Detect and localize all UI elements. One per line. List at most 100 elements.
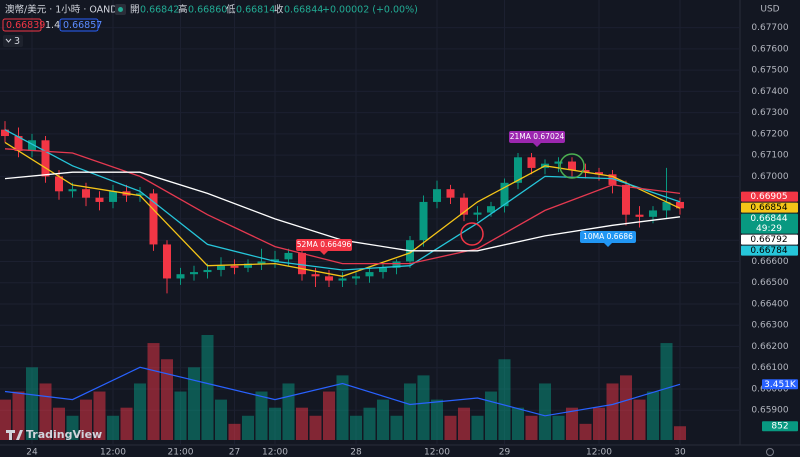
candle-body [487, 206, 495, 213]
status-dot [118, 7, 123, 12]
candle-body [622, 184, 630, 215]
candle-body [379, 267, 387, 273]
candle-body [460, 197, 468, 215]
volume-bar [336, 375, 349, 440]
y-tick-label: 0.66100 [751, 363, 788, 373]
candle-body [568, 161, 576, 171]
price-badge [741, 234, 798, 245]
candle-body [298, 252, 306, 275]
currency[interactable]: USD [760, 5, 779, 15]
candle-body [311, 274, 320, 277]
candle-body [28, 140, 36, 151]
candle-body [514, 157, 522, 183]
candle-body [1, 129, 9, 137]
candle-body [190, 272, 198, 275]
y-tick-label: 0.65900 [751, 406, 788, 416]
ma-annotation[interactable]: 52MA 0.66496 [296, 239, 352, 255]
volume-bar [458, 407, 470, 440]
volume-bar [444, 415, 457, 440]
volume-bar [674, 426, 686, 440]
logo[interactable]: TradingView [6, 428, 102, 441]
ma-annotation[interactable]: 10MA 0.6686 [580, 231, 636, 247]
volume-badge [762, 379, 798, 390]
volume-bar [0, 399, 11, 440]
ma-line [4, 148, 681, 265]
ma-annotation[interactable]: 21MA 0.67024 [509, 131, 565, 147]
ask: 0.66857 [63, 20, 102, 31]
y-tick-label: 0.67300 [751, 108, 788, 118]
spread: 1.4 [45, 20, 60, 31]
candle-body [662, 201, 671, 211]
volume-bar [309, 415, 322, 440]
volume-bar [120, 407, 133, 440]
price-badge-label: 0.66905 [750, 192, 787, 202]
volume-bar [66, 415, 79, 440]
candle-body [325, 276, 333, 281]
price-badge [741, 191, 798, 202]
volume-bar [147, 343, 160, 440]
y-tick-label: 0.66200 [751, 342, 788, 352]
annotation-text: 10MA 0.6686 [583, 232, 633, 241]
symbol[interactable]: 澳幣/美元 · 1小時 · OANDA [5, 4, 124, 16]
volume-bar [512, 407, 524, 440]
price-badge [741, 245, 798, 256]
volume-bar [228, 423, 241, 440]
volume-bar [633, 399, 646, 440]
x-tick-label: 29 [499, 448, 511, 457]
x-tick-label: 28 [350, 448, 362, 457]
price-badge-label: 0.66844 [750, 214, 787, 224]
volume-bar [255, 391, 268, 440]
price-badge [741, 202, 798, 213]
price-badge [741, 213, 798, 234]
candle-body [446, 189, 455, 198]
candle-body [95, 197, 104, 202]
candle-body [635, 214, 644, 217]
x-tick-label: 12:00 [424, 448, 450, 457]
candle-body [68, 189, 77, 192]
candle-body [676, 201, 684, 209]
volume-bar [377, 399, 389, 440]
volume-bar [26, 367, 38, 440]
price-badge-label: 0.66854 [750, 203, 787, 213]
volume-bar [390, 415, 403, 440]
candle-body [217, 265, 225, 270]
x-tick-label: 24 [26, 448, 38, 457]
volume-badge [762, 421, 798, 432]
volume-bar [215, 399, 227, 440]
y-tick-label: 0.67500 [751, 66, 788, 76]
candle-body [365, 272, 374, 277]
indicator-toggle[interactable] [3, 35, 23, 47]
volume-bar [269, 407, 281, 440]
candle-body [257, 261, 266, 264]
y-tick-label: 0.66600 [751, 257, 788, 267]
candle-body [176, 274, 185, 279]
volume-bar [660, 343, 673, 440]
overlay: 21MA 0.67024 52MA 0.66496 10MA 0.6686 [296, 131, 636, 255]
candle-body [14, 136, 23, 151]
settings-icon[interactable] [766, 448, 774, 456]
ask-box[interactable] [59, 18, 99, 32]
volume-bar [39, 383, 52, 440]
highlight-circle [460, 222, 484, 246]
ohlc-value: 0.66814 [236, 5, 275, 16]
y-tick-label: 0.66000 [751, 384, 788, 394]
volume-badge-label: 852 [771, 422, 788, 432]
indicator-count: 3 [14, 36, 20, 47]
volume-bar [12, 391, 25, 440]
volume-bar [485, 391, 497, 440]
volume-bar [404, 383, 416, 440]
volume-bar [80, 399, 92, 440]
volume-bar [471, 415, 484, 440]
volume-bar [431, 399, 443, 440]
volume-bar [134, 383, 146, 440]
volume-bar [242, 415, 254, 440]
ohlc-value: 0.66842 [140, 5, 179, 16]
volume-bar [201, 335, 214, 440]
candle-body [109, 191, 117, 202]
annotation-box [296, 239, 352, 251]
y-tick-label: 0.66500 [751, 278, 788, 288]
candle-body [473, 212, 482, 215]
bid-box[interactable] [2, 18, 42, 32]
candle-body [136, 193, 144, 196]
